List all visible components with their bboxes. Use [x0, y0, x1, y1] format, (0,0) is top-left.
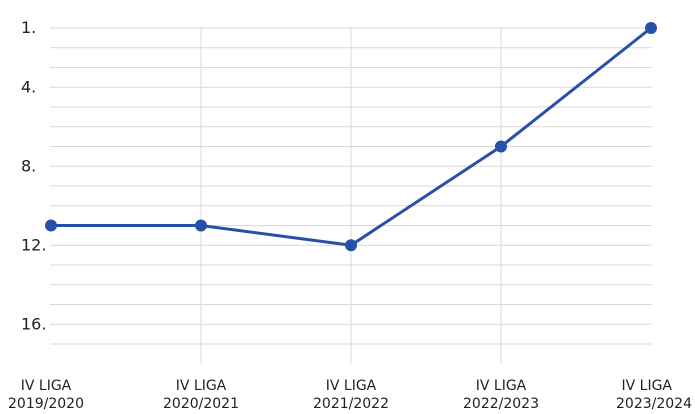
y-tick-label: 12. — [21, 235, 46, 254]
x-tick-label: IV LIGA 2020/2021 — [163, 378, 239, 412]
data-point — [345, 239, 357, 252]
x-tick-label: IV LIGA 2022/2023 — [463, 378, 539, 412]
chart-grid — [50, 27, 652, 364]
y-tick-label: 16. — [21, 314, 46, 333]
x-tick-label: IV LIGA 2023/2024 — [616, 378, 692, 412]
y-tick-label: 4. — [21, 77, 36, 96]
data-point — [45, 219, 57, 232]
series-position — [45, 22, 657, 252]
y-axis-ticks: 1. 4. 8. 12. 16. — [21, 18, 46, 333]
x-tick-label: IV LIGA 2019/2020 — [8, 378, 84, 412]
data-point — [195, 219, 207, 232]
x-tick-label: IV LIGA 2021/2022 — [313, 378, 389, 412]
y-tick-label: 8. — [21, 156, 36, 175]
data-point — [495, 140, 507, 153]
data-point — [645, 22, 657, 34]
x-axis-ticks: IV LIGA 2019/2020 IV LIGA 2020/2021 IV LIGA 2… — [8, 378, 692, 412]
y-tick-label: 1. — [21, 18, 36, 37]
